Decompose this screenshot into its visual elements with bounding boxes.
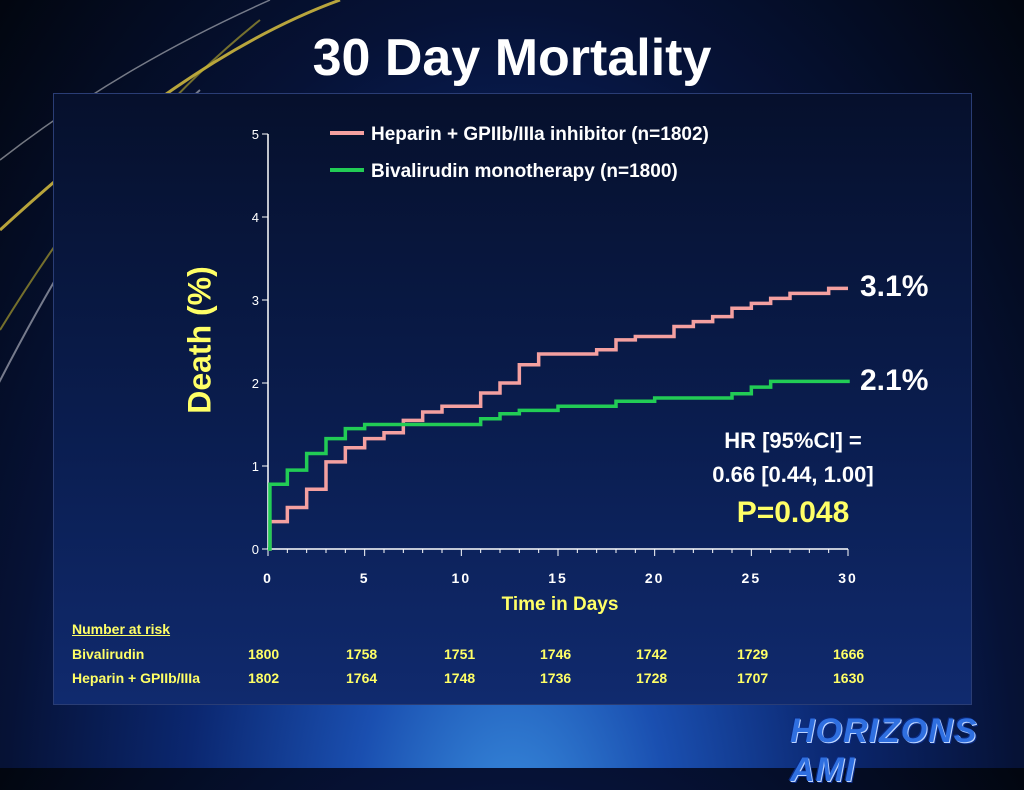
x-axis-label: Time in Days [501, 594, 619, 615]
hazard-ratio-value: 0.66 [0.44, 1.00] [712, 462, 874, 487]
x-tick-label: 10 [452, 570, 472, 586]
hazard-ratio-label: HR [95%CI] = [724, 428, 862, 453]
y-tick-label: 3 [252, 293, 259, 308]
legend-label: Heparin + GPIIb/IIIa inhibitor (n=1802) [371, 124, 709, 145]
p-value: P=0.048 [736, 496, 850, 529]
y-tick-label: 2 [252, 376, 259, 391]
series-line-heparin [268, 286, 848, 551]
x-tick-label: 0 [263, 570, 273, 586]
y-tick-label: 0 [252, 542, 259, 557]
risk-cell: 1742 [636, 646, 668, 662]
risk-cell: 1666 [833, 646, 865, 662]
series-line-bivalirudin [268, 379, 850, 551]
x-tick-label: 15 [548, 570, 568, 586]
x-tick-label: 20 [645, 570, 665, 586]
km-chart: 0 5 10 15 20 25 30 0 1 2 3 4 5 Heparin + GPIIb/IIIa i… [252, 124, 858, 586]
x-tick-label: 25 [742, 570, 762, 586]
risk-row-bivalirudin-label: Bivalirudin [72, 646, 145, 662]
risk-cell: 1630 [833, 670, 865, 686]
y-tick-label: 5 [252, 127, 259, 142]
risk-cell: 1800 [248, 646, 280, 662]
risk-cell: 1736 [540, 670, 572, 686]
x-tick-label: 30 [838, 570, 858, 586]
risk-table-title: Number at risk [72, 621, 171, 637]
risk-cell: 1751 [444, 646, 476, 662]
slide-title: 30 Day Mortality [312, 29, 712, 87]
chart-panel [53, 93, 972, 705]
legend-label: Bivalirudin monotherapy (n=1800) [371, 161, 678, 182]
risk-row-heparin-label: Heparin + GPIIb/IIIa [72, 670, 200, 686]
risk-cell: 1746 [540, 646, 572, 662]
y-axis-label: Death (%) [181, 266, 218, 414]
bivalirudin-end-value: 2.1% [860, 364, 929, 397]
horizons-ami-logo: HORIZONS AMI [790, 712, 978, 789]
y-tick-label: 4 [252, 210, 259, 225]
heparin-end-value: 3.1% [860, 270, 929, 303]
x-tick-label: 5 [360, 570, 370, 586]
risk-cell: 1728 [636, 670, 668, 686]
risk-cell: 1758 [346, 646, 378, 662]
risk-cell: 1729 [737, 646, 769, 662]
risk-cell: 1764 [346, 670, 378, 686]
risk-cell: 1802 [248, 670, 280, 686]
risk-cell: 1748 [444, 670, 476, 686]
risk-cell: 1707 [737, 670, 769, 686]
y-tick-label: 1 [252, 459, 259, 474]
